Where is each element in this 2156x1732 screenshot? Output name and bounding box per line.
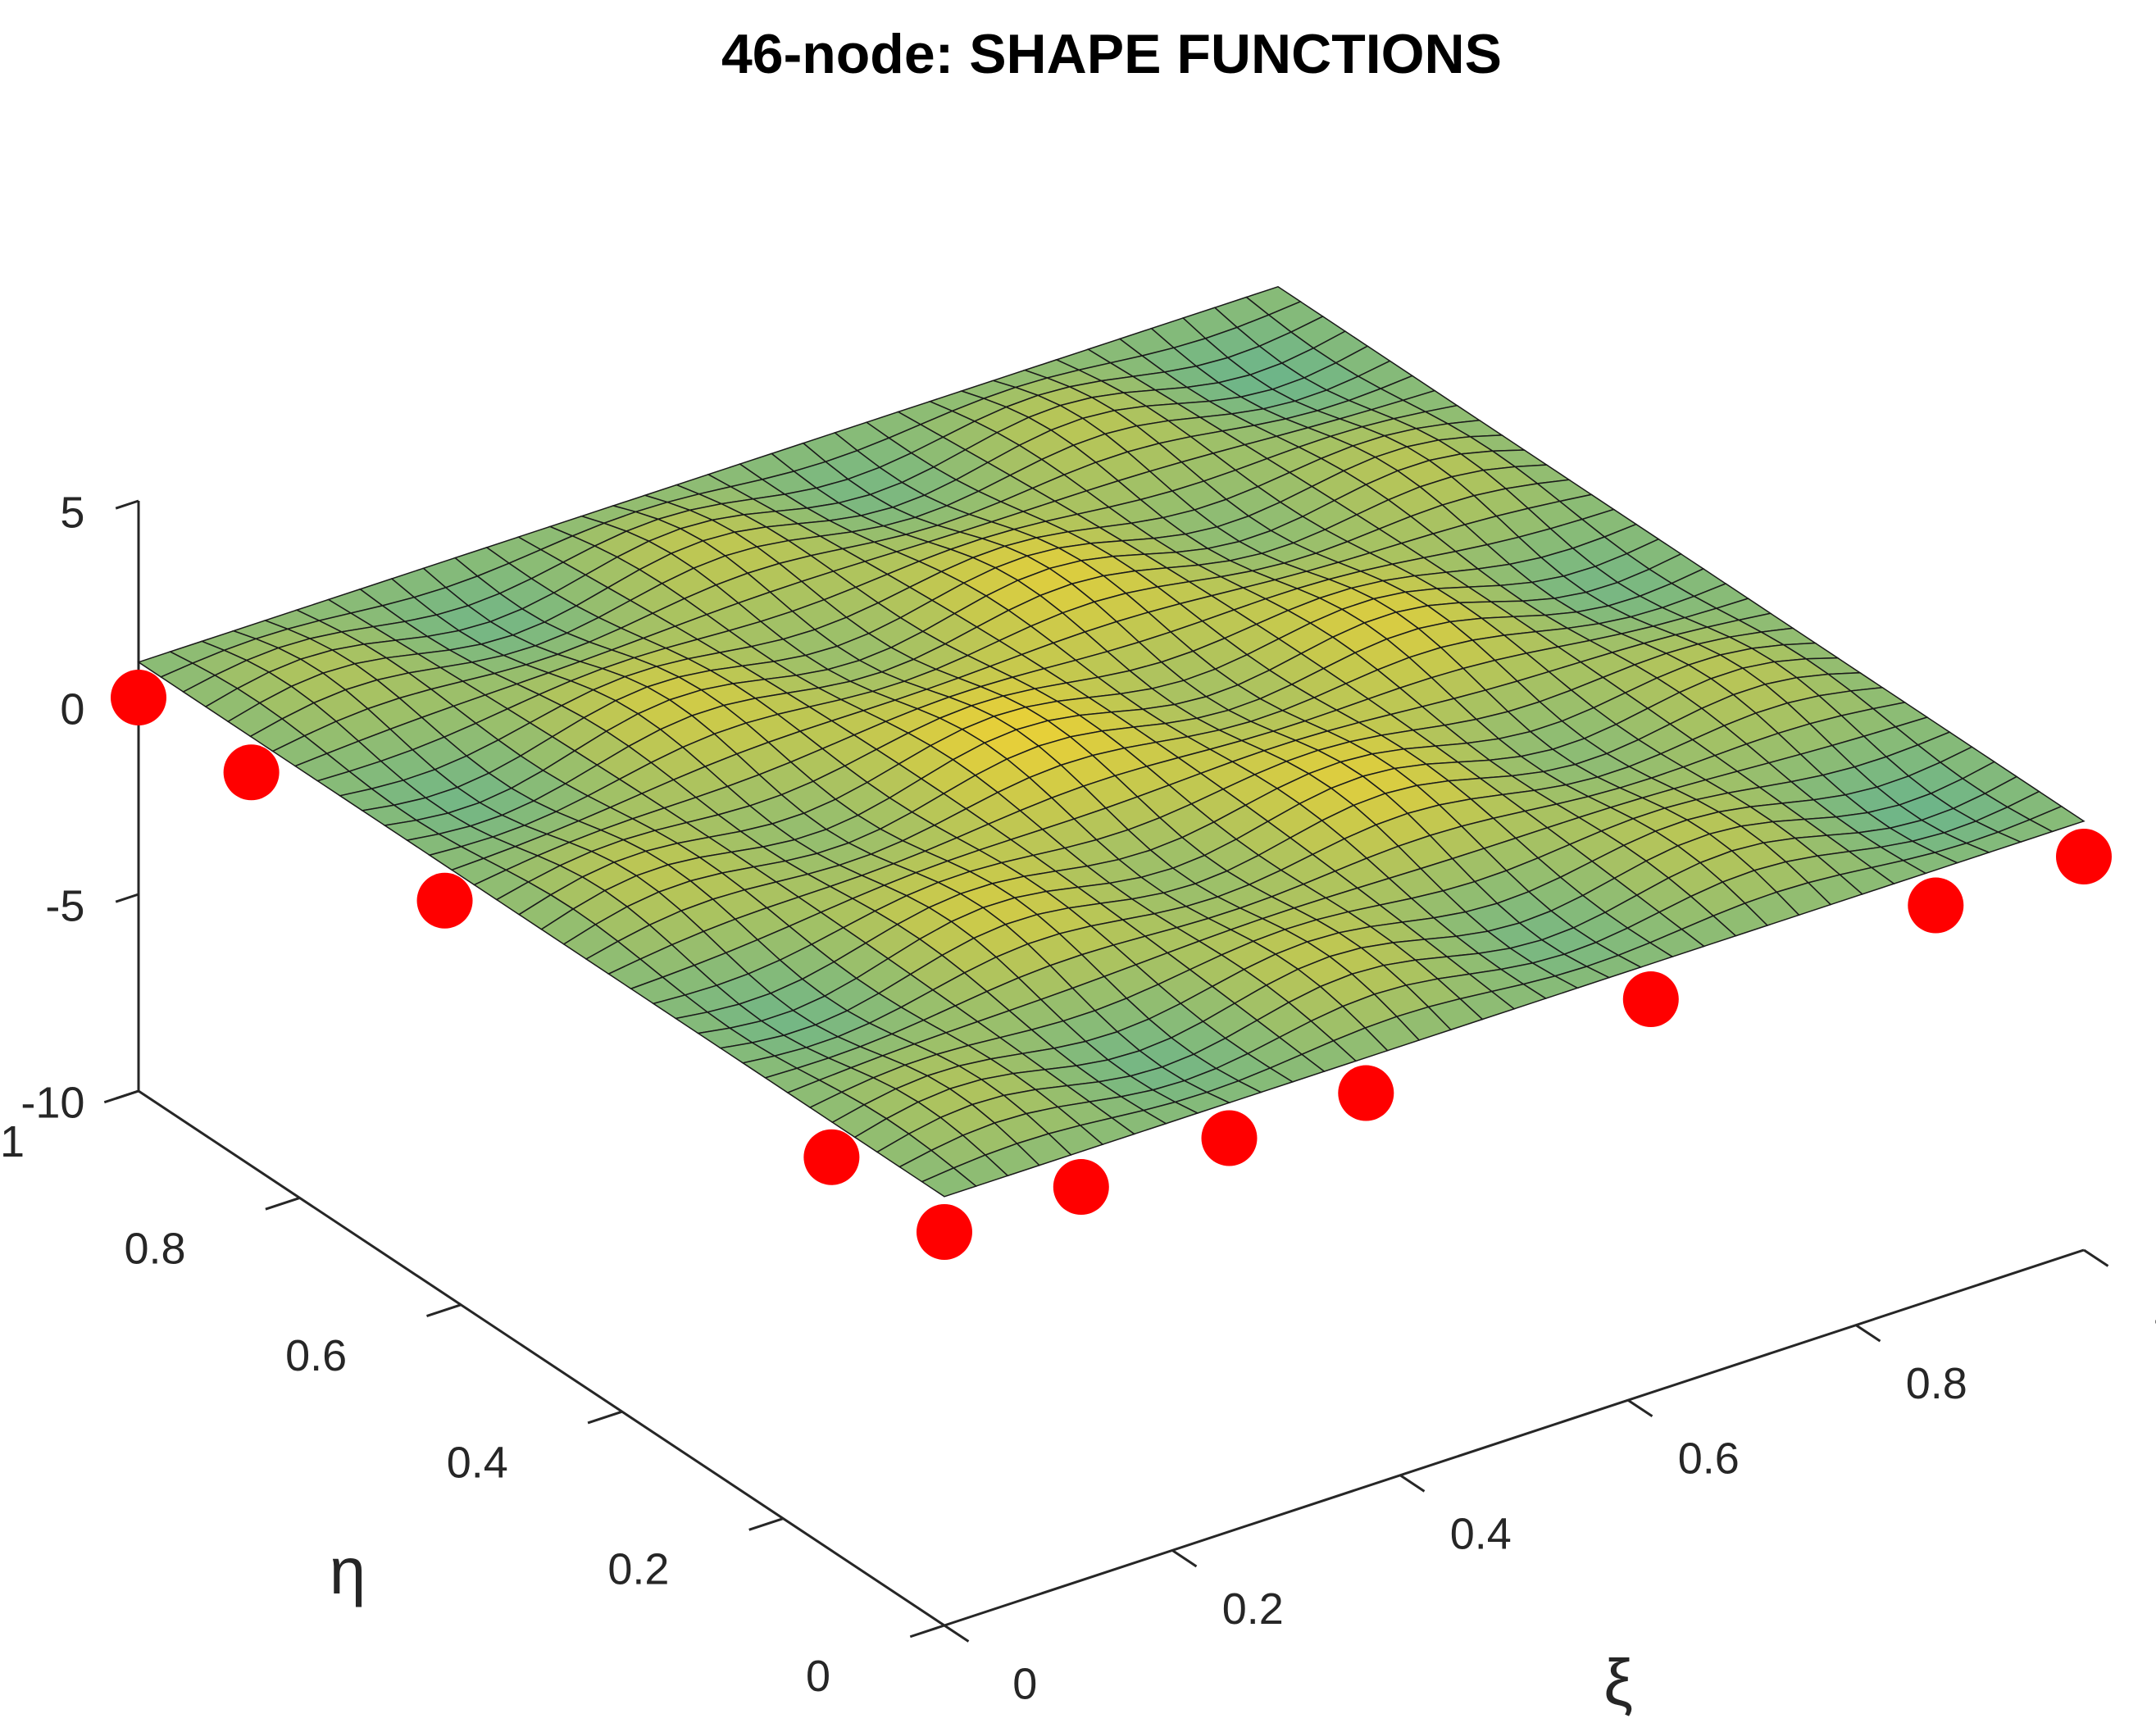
x-tick xyxy=(1627,1398,1653,1418)
x-tick-label: 1 xyxy=(2152,1284,2156,1333)
z-tick-label: 0 xyxy=(60,685,84,734)
z-tick-label: 5 xyxy=(60,489,84,538)
y-tick xyxy=(909,1624,945,1639)
x-tick-label: 0.8 xyxy=(1906,1359,1967,1408)
node-marker xyxy=(917,1204,972,1260)
chart-title: 46-node: SHAPE FUNCTIONS xyxy=(721,23,1502,85)
y-tick-label: 0.4 xyxy=(447,1438,508,1487)
z-tick-label: -10 xyxy=(20,1079,84,1128)
x-tick xyxy=(1855,1324,1881,1343)
y-tick xyxy=(587,1410,623,1425)
z-tick xyxy=(115,1089,139,1100)
node-marker xyxy=(223,744,280,801)
y-tick xyxy=(426,1303,462,1317)
node-marker xyxy=(111,670,166,725)
node-marker xyxy=(1338,1065,1394,1121)
y-tick-label: 0.8 xyxy=(125,1224,186,1273)
x-tick-label: 0.2 xyxy=(1222,1584,1284,1634)
y-tick-label: 0 xyxy=(806,1652,830,1701)
x-tick-label: 0 xyxy=(1012,1659,1037,1708)
z-tick xyxy=(115,893,139,903)
x-tick xyxy=(944,1624,970,1643)
surface-patch xyxy=(921,1167,978,1198)
y-tick-label: 0.6 xyxy=(285,1331,347,1380)
x-tick xyxy=(1399,1474,1426,1493)
x-tick-label: 0.4 xyxy=(1450,1509,1512,1558)
y-tick-label: 0.2 xyxy=(607,1545,669,1594)
x-axis xyxy=(944,1248,2085,1627)
node-marker xyxy=(416,872,473,929)
x-tick xyxy=(1171,1549,1198,1568)
node-marker xyxy=(2056,829,2112,884)
x-tick xyxy=(2083,1248,2109,1267)
y-tick xyxy=(265,1196,301,1211)
y-axis xyxy=(138,1089,945,1627)
node-marker xyxy=(1053,1159,1109,1216)
x-tick-label: 0.6 xyxy=(1678,1434,1740,1484)
y-tick-label: 1 xyxy=(0,1117,25,1166)
y-axis-label: η xyxy=(330,1534,366,1607)
x-axis-label: ξ xyxy=(1603,1646,1633,1719)
surface xyxy=(137,285,2085,1198)
node-marker xyxy=(1622,971,1679,1028)
z-tick-label: -5 xyxy=(45,882,84,931)
node-marker xyxy=(1908,877,1964,934)
node-marker xyxy=(803,1129,860,1185)
y-tick xyxy=(748,1517,784,1531)
z-tick xyxy=(115,499,139,510)
node-marker xyxy=(1201,1110,1258,1166)
